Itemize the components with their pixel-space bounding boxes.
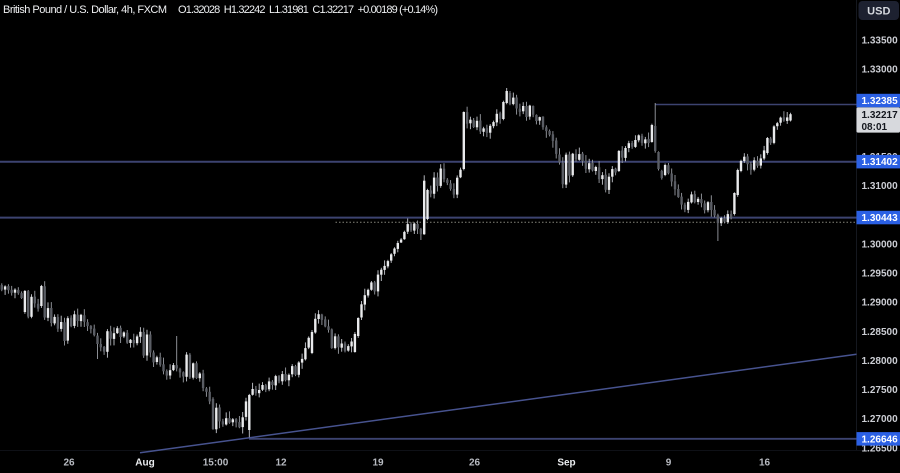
svg-text:1.28000: 1.28000 <box>862 356 899 367</box>
svg-text:1.28500: 1.28500 <box>862 327 899 338</box>
svg-text:USD: USD <box>867 6 890 18</box>
svg-text:O1.32028 H1.32242 L1.31981: O1.32028 H1.32242 L1.31981 C1.32217 +0.0… <box>178 4 438 16</box>
svg-text:Aug: Aug <box>135 458 154 469</box>
svg-text:1.29500: 1.29500 <box>862 269 899 280</box>
svg-text:Sep: Sep <box>557 458 575 469</box>
svg-text:15:00: 15:00 <box>203 458 229 469</box>
svg-text:British Pound / U.S. Dollar, 4: British Pound / U.S. Dollar, 4h, FXCM <box>3 4 167 16</box>
svg-text:1.30000: 1.30000 <box>862 239 899 250</box>
svg-text:1.30443: 1.30443 <box>862 213 899 224</box>
svg-text:1.31000: 1.31000 <box>862 181 899 192</box>
svg-text:26: 26 <box>469 458 481 469</box>
svg-text:12: 12 <box>275 458 287 469</box>
svg-text:9: 9 <box>666 458 672 469</box>
svg-text:1.33500: 1.33500 <box>862 36 899 47</box>
svg-text:26: 26 <box>63 458 75 469</box>
svg-text:16: 16 <box>759 458 771 469</box>
svg-text:1.32217: 1.32217 <box>862 110 899 121</box>
svg-text:1.31402: 1.31402 <box>862 157 899 168</box>
svg-text:1.32385: 1.32385 <box>862 96 899 107</box>
svg-text:1.33000: 1.33000 <box>862 65 899 76</box>
svg-text:1.27500: 1.27500 <box>862 385 899 396</box>
svg-text:1.26500: 1.26500 <box>862 443 899 454</box>
svg-text:1.29000: 1.29000 <box>862 298 899 309</box>
svg-text:19: 19 <box>372 458 384 469</box>
svg-text:1.27000: 1.27000 <box>862 414 899 425</box>
svg-text:08:01: 08:01 <box>862 122 888 133</box>
svg-text:1.26646: 1.26646 <box>862 434 899 445</box>
